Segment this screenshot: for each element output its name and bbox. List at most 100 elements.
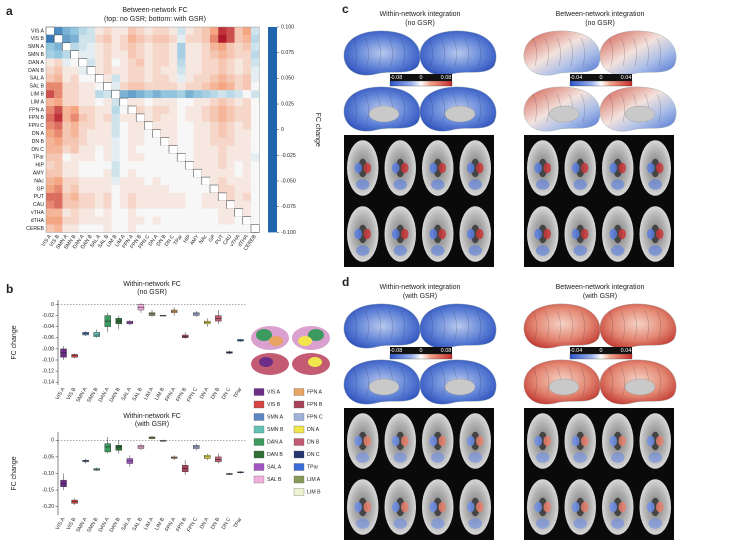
activation: [429, 435, 437, 447]
heatmap-cell: [62, 216, 71, 225]
heatmap-cell: [87, 216, 96, 225]
heatmap-cell: [177, 200, 186, 209]
heatmap-cell: [46, 66, 55, 75]
sulcus: [428, 310, 433, 340]
heatmap-cell: [70, 82, 79, 91]
heatmap-cell: [111, 153, 120, 162]
heatmap-cell: [144, 50, 153, 59]
heatmap-cell: [62, 161, 71, 170]
heatmap-cell: [78, 216, 88, 225]
heatmap-cell: [177, 177, 186, 186]
heatmap-cell: [119, 74, 129, 83]
heatmap-cell: [128, 224, 137, 233]
heatmap-cell: [234, 113, 243, 122]
heatmap-cell: [177, 42, 186, 51]
heatmap-frame: [45, 26, 260, 233]
heatmap-cell: [103, 169, 112, 178]
row-label: NAc: [34, 178, 44, 184]
heatmap-cell: [152, 153, 161, 162]
heatmap-cell: [185, 153, 194, 162]
legend-label: VIS B: [267, 402, 281, 408]
heatmap-cell: [226, 216, 235, 225]
heatmap-cell: [185, 50, 194, 59]
heatmap-cell: [185, 106, 194, 115]
heatmap-cell: [78, 137, 88, 146]
heatmap-cell: [136, 42, 145, 51]
heatmap-cell: [242, 208, 252, 217]
heatmap-cell: [144, 137, 153, 146]
diagonal-cell: [119, 97, 129, 107]
heatmap-cell: [251, 216, 260, 225]
sulcus: [364, 93, 369, 123]
heatmap-cell: [185, 192, 194, 201]
heatmap-cell: [177, 216, 186, 225]
heatmap-cell: [160, 42, 170, 51]
heatmap-cell: [78, 82, 88, 91]
activation: [656, 435, 664, 447]
heatmap-cell: [128, 82, 137, 91]
ventricle: [538, 158, 548, 178]
map-title: Within-network integration: [380, 11, 461, 18]
activation: [356, 518, 370, 529]
heatmap-cell: [136, 169, 145, 178]
activation: [468, 452, 482, 463]
heatmap-cell: [78, 27, 88, 36]
cortical-surface: [419, 30, 497, 76]
activation: [572, 228, 580, 240]
diagonal-cell: [160, 137, 170, 146]
heatmap-cell: [128, 42, 137, 51]
heatmap-cell: [242, 106, 252, 115]
ventricle: [358, 497, 368, 517]
legend-swatch: [293, 463, 305, 471]
heatmap-cell: [218, 145, 227, 154]
heatmap-cell: [128, 129, 137, 138]
diagonal-cell: [152, 129, 162, 138]
heatmap-cell: [226, 145, 235, 154]
heatmap-cell: [54, 192, 63, 201]
activation: [573, 518, 587, 529]
heatmap-cell: [54, 177, 63, 186]
diagonal-cell: [53, 34, 63, 44]
heatmap-cell: [54, 224, 63, 233]
heatmap-cell: [251, 27, 260, 36]
sulcus: [376, 37, 381, 67]
sulcus: [376, 310, 381, 340]
legend-label: DN B: [307, 439, 320, 445]
colorbar-tick-label: 0: [281, 127, 284, 133]
heatmap-cell: [111, 192, 120, 201]
heatmap-cell: [177, 27, 186, 36]
cortical-surface: [343, 303, 421, 349]
row-label: CAU: [33, 202, 44, 208]
heatmap-cell: [54, 58, 63, 67]
activation: [647, 228, 655, 240]
heatmap-cell: [87, 58, 96, 67]
cortical-surface: [523, 30, 601, 76]
heatmap-cell: [210, 169, 219, 178]
box-title: Within-network FC: [123, 413, 181, 420]
heatmap-cell: [226, 98, 235, 107]
heatmap-cell: [193, 153, 202, 162]
medial-wall: [444, 378, 476, 396]
heatmap-cell: [177, 161, 186, 170]
heatmap-cell: [169, 161, 178, 170]
heatmap-cell: [103, 27, 112, 36]
heatmap-cell: [87, 153, 96, 162]
heatmap-cell: [46, 208, 55, 217]
box-subtitle: (no GSR): [137, 289, 167, 296]
x-tick-label: DN B: [210, 516, 222, 530]
colorbar: [389, 353, 453, 360]
heatmap-cell: [128, 50, 137, 59]
sulcus: [388, 37, 393, 67]
heatmap-cell: [251, 90, 260, 99]
heatmap-cell: [78, 50, 88, 59]
heatmap-cell: [242, 224, 252, 233]
heatmap-cell: [136, 74, 145, 83]
heatmap-cell: [46, 34, 55, 43]
activation: [536, 179, 550, 190]
heatmap-cell: [128, 34, 137, 43]
heatmap-cell: [46, 161, 55, 170]
diagonal-cell: [226, 200, 235, 210]
heatmap-cell: [201, 153, 211, 162]
activation: [363, 162, 371, 174]
heatmap-cell: [128, 98, 137, 107]
